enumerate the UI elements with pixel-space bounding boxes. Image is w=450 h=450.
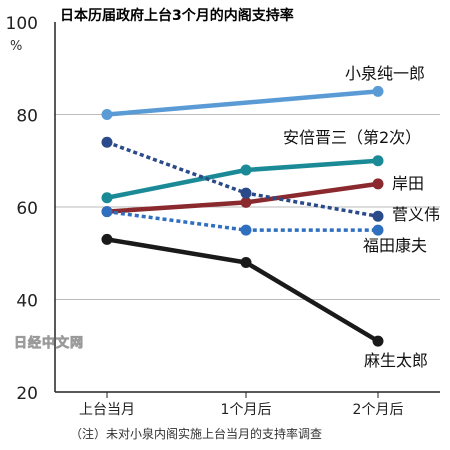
data-point (372, 155, 384, 167)
data-point (101, 192, 113, 204)
y-tick-label: 20 (16, 384, 38, 404)
series-label: 岸田 (392, 174, 424, 193)
data-point (240, 224, 252, 236)
data-point (372, 85, 384, 97)
data-point (101, 233, 113, 245)
data-point (240, 257, 252, 268)
series-label: 福田康夫 (363, 236, 427, 255)
data-point (101, 136, 113, 148)
series-lines (101, 85, 384, 347)
y-axis-unit: % (10, 39, 22, 54)
chart-title: 日本历届政府上台3个月的内阁支持率 (60, 7, 294, 24)
x-tick-labels: 上台当月 1个月后 2个月后 (79, 402, 403, 418)
data-point (240, 187, 252, 199)
y-tick-label: 60 (16, 199, 38, 219)
data-point (372, 224, 384, 236)
data-point (240, 164, 252, 176)
x-tick-label: 2个月后 (353, 402, 404, 418)
data-point (372, 210, 384, 222)
y-tick-label: 100 (6, 14, 38, 34)
series-line (104, 89, 381, 117)
x-tick-label: 1个月后 (221, 402, 272, 418)
y-tick-labels: 20 40 60 80 100 (6, 14, 38, 404)
data-point (101, 109, 113, 120)
y-tick-label: 40 (16, 292, 38, 312)
series-line (104, 237, 381, 344)
series-label: 安倍晋三（第2次） (283, 128, 421, 147)
watermark: 日经中文网 (14, 335, 84, 351)
series-label: 小泉纯一郎 (345, 64, 425, 83)
y-tick-label: 80 (16, 107, 38, 127)
data-point (101, 206, 113, 218)
data-point (372, 178, 384, 190)
x-tick-label: 上台当月 (79, 402, 135, 418)
data-point (240, 196, 252, 208)
data-point (372, 335, 384, 347)
series-label: 菅义伟 (392, 205, 440, 224)
axes (54, 22, 440, 398)
footnote: （注）未对小泉内阁实施上台当月的支持率调查 (70, 426, 322, 441)
series-label: 麻生太郎 (364, 351, 428, 370)
